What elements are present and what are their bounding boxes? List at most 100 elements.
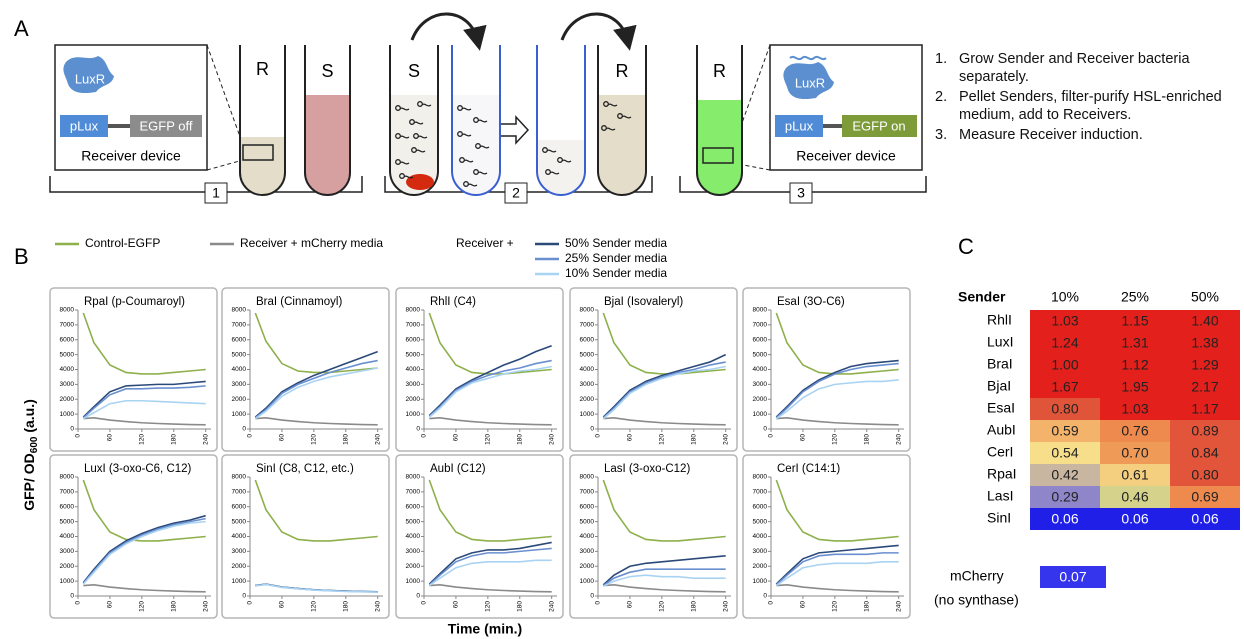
instruction-number: 1. — [935, 50, 959, 86]
instruction: 2.Pellet Senders, filter-purify HSL-enri… — [935, 88, 1240, 124]
y-tick-label: 7000 — [753, 322, 768, 329]
y-tick-label: 4000 — [580, 533, 595, 540]
x-tick-label: 0 — [421, 434, 428, 438]
cell-value: 0.80 — [1191, 467, 1218, 483]
y-tick-label: 5000 — [753, 518, 768, 525]
cell-value: 0.76 — [1121, 423, 1148, 439]
x-tick-label: 240 — [202, 601, 209, 612]
y-axis-label-part: GFP/ OD — [21, 453, 37, 511]
y-tick-label: 1000 — [580, 411, 595, 418]
table-header: 25% — [1121, 289, 1149, 305]
x-tick-label: 120 — [485, 601, 492, 612]
y-tick-label: 8000 — [406, 307, 421, 314]
y-tick-label: 5000 — [753, 351, 768, 358]
x-tick-label: 120 — [311, 434, 318, 445]
y-tick-label: 2000 — [580, 396, 595, 403]
y-tick-label: 3000 — [406, 381, 421, 388]
cell-value: 2.17 — [1191, 379, 1218, 395]
table-header: 10% — [1051, 289, 1079, 305]
y-tick-label: 5000 — [232, 351, 247, 358]
step-number: 1 — [212, 185, 220, 201]
y-tick-label: 0 — [763, 593, 767, 600]
x-tick-label: 240 — [548, 434, 555, 445]
cell-value: 1.24 — [1051, 335, 1078, 351]
y-tick-label: 7000 — [580, 489, 595, 496]
instruction-number: 3. — [935, 126, 959, 144]
x-tick-label: 240 — [548, 601, 555, 612]
y-tick-label: 4000 — [753, 366, 768, 373]
chart-title: BjaI (Isovaleryl) — [604, 296, 683, 308]
tube-label: S — [408, 61, 420, 81]
cell-value: 0.07 — [1059, 569, 1086, 585]
y-tick-label: 5000 — [406, 351, 421, 358]
y-tick-label: 2000 — [232, 563, 247, 570]
y-tick-label: 1000 — [406, 578, 421, 585]
x-tick-label: 120 — [832, 434, 839, 445]
x-tick-label: 120 — [311, 601, 318, 612]
y-axis-label-part: (a.u.) — [21, 399, 37, 436]
x-tick-label: 60 — [627, 601, 634, 609]
y-tick-label: 6000 — [232, 336, 247, 343]
y-tick-label: 8000 — [753, 307, 768, 314]
y-tick-label: 4000 — [753, 533, 768, 540]
table-header: Sender — [958, 289, 1006, 305]
y-tick-label: 2000 — [60, 396, 75, 403]
cell-value: 0.80 — [1051, 401, 1078, 417]
y-tick-label: 8000 — [580, 307, 595, 314]
luxr-label: LuxR — [795, 75, 825, 90]
y-tick-label: 6000 — [753, 503, 768, 510]
cell-value: 1.17 — [1191, 401, 1218, 417]
chart-title: LuxI (3-oxo-C6, C12) — [84, 463, 192, 475]
y-tick-label: 0 — [242, 593, 246, 600]
y-tick-label: 6000 — [580, 336, 595, 343]
transfer-arrow — [412, 14, 478, 42]
x-tick-label: 60 — [627, 434, 634, 442]
y-tick-label: 7000 — [232, 489, 247, 496]
tube-label: R — [616, 61, 629, 81]
y-tick-label: 7000 — [60, 489, 75, 496]
y-tick-label: 2000 — [406, 563, 421, 570]
transfer-arrow — [562, 14, 628, 42]
y-tick-label: 1000 — [753, 411, 768, 418]
row-label: RpaI — [987, 466, 1017, 482]
tube-liquid — [305, 95, 350, 195]
y-tick-label: 2000 — [753, 563, 768, 570]
legend-label: Receiver + mCherry media — [240, 236, 383, 250]
y-tick-label: 4000 — [60, 533, 75, 540]
chart-title: LasI (3-oxo-C12) — [604, 463, 690, 475]
x-tick-label: 180 — [863, 601, 870, 612]
y-tick-label: 0 — [242, 426, 246, 433]
y-tick-label: 3000 — [753, 381, 768, 388]
tube-liquid — [598, 95, 646, 195]
cell-value: 0.06 — [1051, 511, 1078, 527]
x-axis-label: Time (min.) — [448, 621, 522, 637]
y-tick-label: 5000 — [406, 518, 421, 525]
y-tick-label: 4000 — [580, 366, 595, 373]
chart-title: BraI (Cinnamoyl) — [256, 296, 342, 308]
legend-label: 10% Sender media — [565, 266, 667, 280]
promoter-label: pLux — [70, 118, 99, 133]
y-tick-label: 6000 — [60, 336, 75, 343]
x-tick-label: 120 — [139, 601, 146, 612]
cell-value: 0.89 — [1191, 423, 1218, 439]
y-tick-label: 5000 — [232, 518, 247, 525]
cell-value: 0.46 — [1121, 489, 1148, 505]
row-label: BraI — [987, 356, 1013, 372]
y-tick-label: 1000 — [580, 578, 595, 585]
chart-title: AubI (C12) — [430, 463, 486, 475]
instructions: 1.Grow Sender and Receiver bacteria sepa… — [935, 50, 1240, 146]
x-tick-label: 60 — [107, 434, 114, 442]
chart-title: EsaI (3O-C6) — [777, 296, 845, 308]
y-tick-label: 4000 — [232, 366, 247, 373]
panel-label: A — [14, 16, 29, 41]
legend-label: Control-EGFP — [85, 236, 160, 250]
instruction: 3.Measure Receiver induction. — [935, 126, 1240, 144]
y-tick-label: 3000 — [60, 548, 75, 555]
x-tick-label: 60 — [800, 601, 807, 609]
legend-label: 25% Sender media — [565, 251, 667, 265]
row-label: EsaI — [987, 400, 1015, 416]
cell-value: 0.29 — [1051, 489, 1078, 505]
y-tick-label: 8000 — [232, 307, 247, 314]
x-tick-label: 120 — [832, 601, 839, 612]
y-tick-label: 7000 — [580, 322, 595, 329]
